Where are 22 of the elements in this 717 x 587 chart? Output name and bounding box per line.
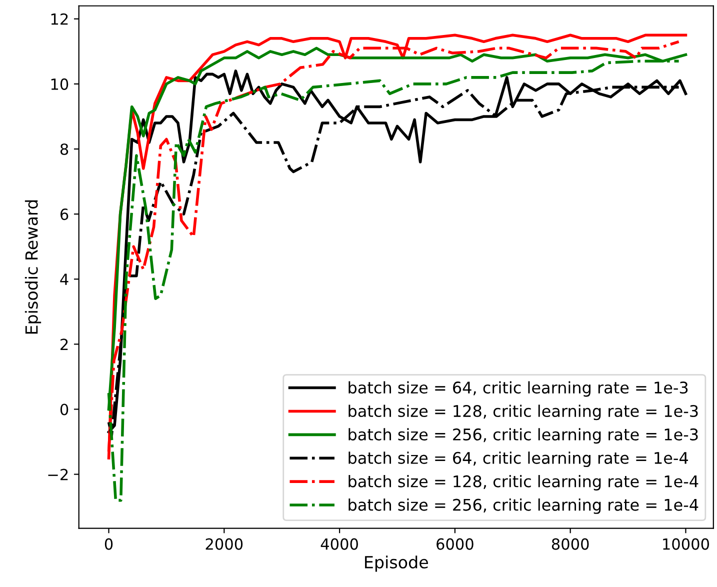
legend-label: batch size = 128, critic learning rate = 1e-3 (348, 404, 698, 420)
legend-label: batch size = 256, critic learning rate = 1e-3 (348, 428, 698, 444)
y-tick-label: 10 (51, 78, 68, 90)
legend-label: batch size = 64, critic learning rate = 1e-3 (348, 381, 688, 397)
x-tick-label: 8000 (552, 538, 589, 550)
legend-label: batch size = 64, critic learning rate = 1e-4 (348, 452, 688, 468)
x-axis-title: Episode (365, 556, 428, 572)
x-tick-label: 6000 (436, 538, 474, 550)
y-tick-label: 2 (60, 338, 68, 350)
y-tick-label: 6 (60, 208, 68, 220)
y-tick-label: 12 (51, 13, 68, 25)
legend-label: batch size = 256, critic learning rate = 1e-4 (348, 498, 698, 514)
y-tick-label: 0 (60, 404, 68, 416)
x-tick-label: 0 (104, 538, 113, 550)
x-tick-label: 10000 (663, 538, 710, 550)
y-axis-title: Episodic Reward (24, 200, 42, 334)
y-tick-label: 4 (60, 274, 68, 285)
x-tick-label: 4000 (320, 538, 358, 550)
y-tick-label: 8 (60, 143, 68, 156)
y-tick-label: −2 (48, 468, 68, 480)
legend-label: batch size = 128, critic learning rate = 1e-4 (348, 475, 698, 490)
x-tick-label: 2000 (206, 538, 243, 550)
